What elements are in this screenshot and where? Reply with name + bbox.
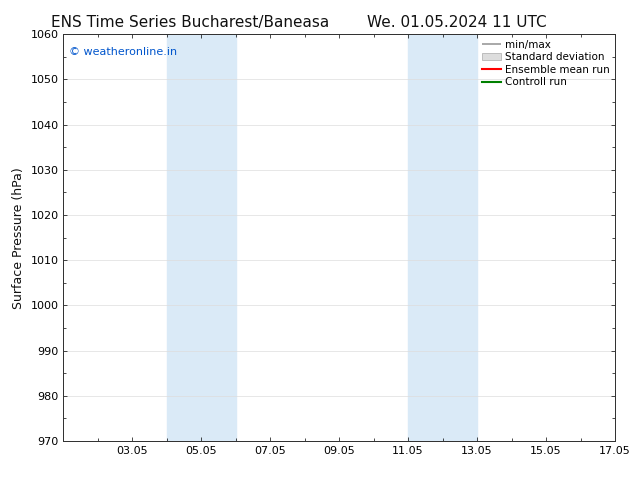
Text: We. 01.05.2024 11 UTC: We. 01.05.2024 11 UTC — [366, 15, 547, 30]
Bar — [408, 34, 477, 441]
Text: ENS Time Series Bucharest/Baneasa: ENS Time Series Bucharest/Baneasa — [51, 15, 329, 30]
Text: © weatheronline.in: © weatheronline.in — [69, 47, 177, 56]
Legend: min/max, Standard deviation, Ensemble mean run, Controll run: min/max, Standard deviation, Ensemble me… — [479, 36, 613, 91]
Y-axis label: Surface Pressure (hPa): Surface Pressure (hPa) — [12, 167, 25, 309]
Bar — [167, 34, 236, 441]
